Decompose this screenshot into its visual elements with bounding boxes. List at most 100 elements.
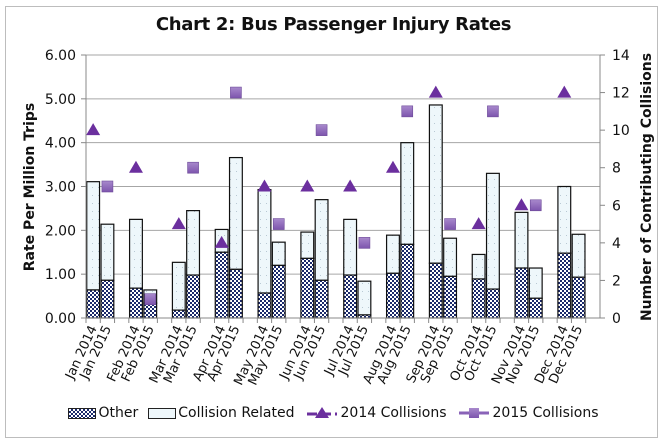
y-tick-label: 1.00 [45, 267, 76, 283]
bar-collision-related [514, 211, 529, 269]
legend-triangle-icon [306, 407, 337, 418]
bar-collision-related [100, 223, 115, 281]
marker-2014-triangle [214, 235, 229, 248]
bar-collision-related [228, 156, 243, 270]
y-axis-label: Rate Per Million Trips [22, 103, 38, 271]
marker-2015-square [315, 124, 328, 136]
bar-other [400, 243, 415, 319]
y-tick-label: 3.00 [45, 180, 76, 196]
chart-title: Chart 2: Bus Passenger Injury Rates [155, 14, 512, 35]
bar-other [228, 268, 243, 319]
legend-swatch-other [68, 407, 97, 419]
bar-collision-related [471, 253, 486, 280]
y-tick-label: 6.00 [45, 48, 76, 64]
marker-2014-triangle [343, 179, 358, 192]
y2-tick-label: 10 [612, 123, 630, 139]
marker-2014-triangle [86, 123, 101, 136]
bar-collision-related [257, 188, 272, 294]
bar-collision-related [528, 267, 543, 299]
bar-collision-related [385, 234, 400, 274]
bar-other [186, 274, 201, 319]
bar-other [314, 279, 329, 319]
legend-item-2015-collisions: 2015 Collisions [457, 405, 599, 421]
y2-tick-label: 6 [612, 198, 621, 214]
legend-label-other: Other [98, 405, 139, 421]
marker-2014-triangle [257, 179, 272, 192]
marker-2015-square [529, 199, 542, 212]
bar-collision-related [186, 210, 201, 276]
bar-collision-related [357, 280, 372, 316]
bar-other [485, 288, 500, 319]
bar-other [571, 276, 586, 319]
y2-tick-label: 14 [612, 48, 630, 64]
bar-other [86, 289, 101, 319]
bar-other [171, 309, 186, 319]
bar-collision-related [571, 233, 586, 278]
bar-collision-related [343, 218, 358, 276]
bar-collision-related [171, 261, 186, 311]
legend-label-collision-related: Collision Related [178, 405, 295, 421]
marker-2015-square [487, 105, 499, 118]
bar-other [271, 264, 286, 319]
y2-axis-label: Number of Contributing Collisions [639, 53, 655, 321]
bar-collision-related [400, 142, 415, 245]
marker-2014-triangle [471, 217, 486, 230]
legend-item-2014-collisions: 2014 Collisions [305, 405, 447, 421]
marker-2015-square [358, 237, 371, 249]
y-tick-label: 4.00 [45, 136, 76, 152]
marker-2014-triangle [171, 217, 186, 230]
bar-other [214, 251, 229, 319]
y-tick-label: 2.00 [45, 223, 76, 239]
marker-2015-square [187, 161, 199, 174]
legend: Other Collision Related 2014 Collisions … [0, 405, 667, 421]
bar-other [385, 272, 400, 319]
legend-label-2014-collisions: 2014 Collisions [340, 405, 447, 421]
bar-other [343, 274, 358, 319]
bar-collision-related [314, 199, 329, 281]
legend-label-2015-collisions: 2015 Collisions [492, 405, 599, 421]
chart-frame [5, 6, 658, 438]
bar-other [128, 287, 143, 319]
bar-other [100, 279, 115, 319]
marker-2015-square [272, 218, 285, 230]
y2-tick-label: 0 [612, 311, 621, 327]
marker-2015-square [144, 293, 157, 306]
bar-collision-related [86, 181, 101, 291]
bar-other [514, 267, 529, 319]
bar-other [443, 275, 458, 319]
bar-other [557, 252, 572, 319]
y-tick-label: 0.00 [45, 311, 76, 327]
marker-2014-triangle [385, 160, 400, 173]
marker-2015-square [230, 86, 242, 99]
y2-tick-label: 8 [612, 161, 621, 177]
bar-collision-related [428, 104, 443, 264]
bar-other [143, 302, 158, 319]
y2-tick-label: 12 [612, 86, 630, 102]
marker-2014-triangle [128, 160, 143, 173]
y2-tick-label: 4 [612, 236, 621, 252]
legend-item-other: Other [68, 405, 138, 421]
bar-collision-related [271, 241, 286, 267]
legend-square-icon [458, 408, 489, 418]
marker-2014-triangle [514, 198, 529, 211]
bar-other [257, 292, 272, 319]
marker-2014-triangle [557, 85, 572, 98]
bar-collision-related [485, 172, 500, 290]
bar-other [528, 297, 543, 319]
marker-2014-triangle [300, 179, 315, 192]
bar-collision-related [443, 237, 458, 277]
bar-other [428, 262, 443, 319]
bar-collision-related [300, 231, 315, 259]
marker-2015-square [401, 105, 414, 118]
legend-item-collision-related: Collision Related [148, 405, 295, 421]
bar-other [300, 257, 315, 319]
bar-collision-related [557, 185, 572, 254]
marker-2014-triangle [428, 85, 443, 98]
legend-swatch-collision-related [148, 407, 177, 419]
marker-2015-square [101, 180, 114, 193]
bar-other [471, 278, 486, 319]
y-tick-label: 5.00 [45, 92, 76, 108]
marker-2015-square [444, 218, 456, 230]
bar-collision-related [128, 218, 143, 289]
